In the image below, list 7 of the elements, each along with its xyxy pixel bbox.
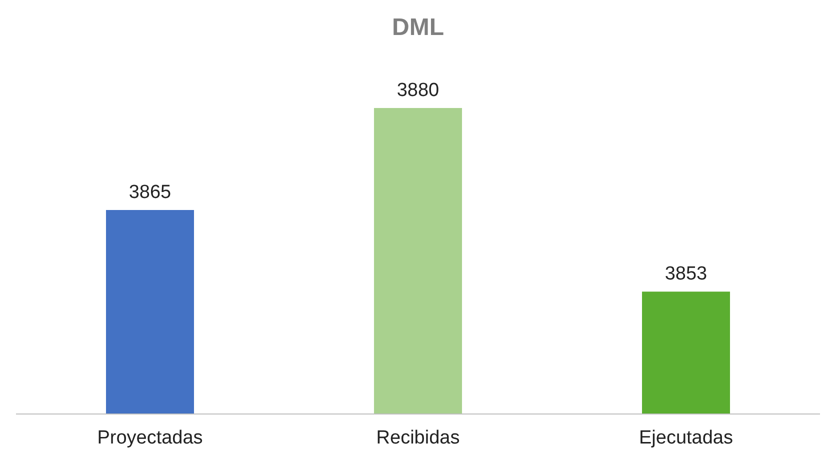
data-label: 3865 <box>128 182 172 203</box>
chart-title: DML <box>391 13 445 43</box>
data-label: 3880 <box>396 80 440 101</box>
x-tick-label: Ejecutadas <box>638 427 734 448</box>
x-tick-label: Proyectadas <box>97 427 203 448</box>
data-label: 3853 <box>664 264 708 285</box>
x-tick-label: Recibidas <box>376 427 460 448</box>
